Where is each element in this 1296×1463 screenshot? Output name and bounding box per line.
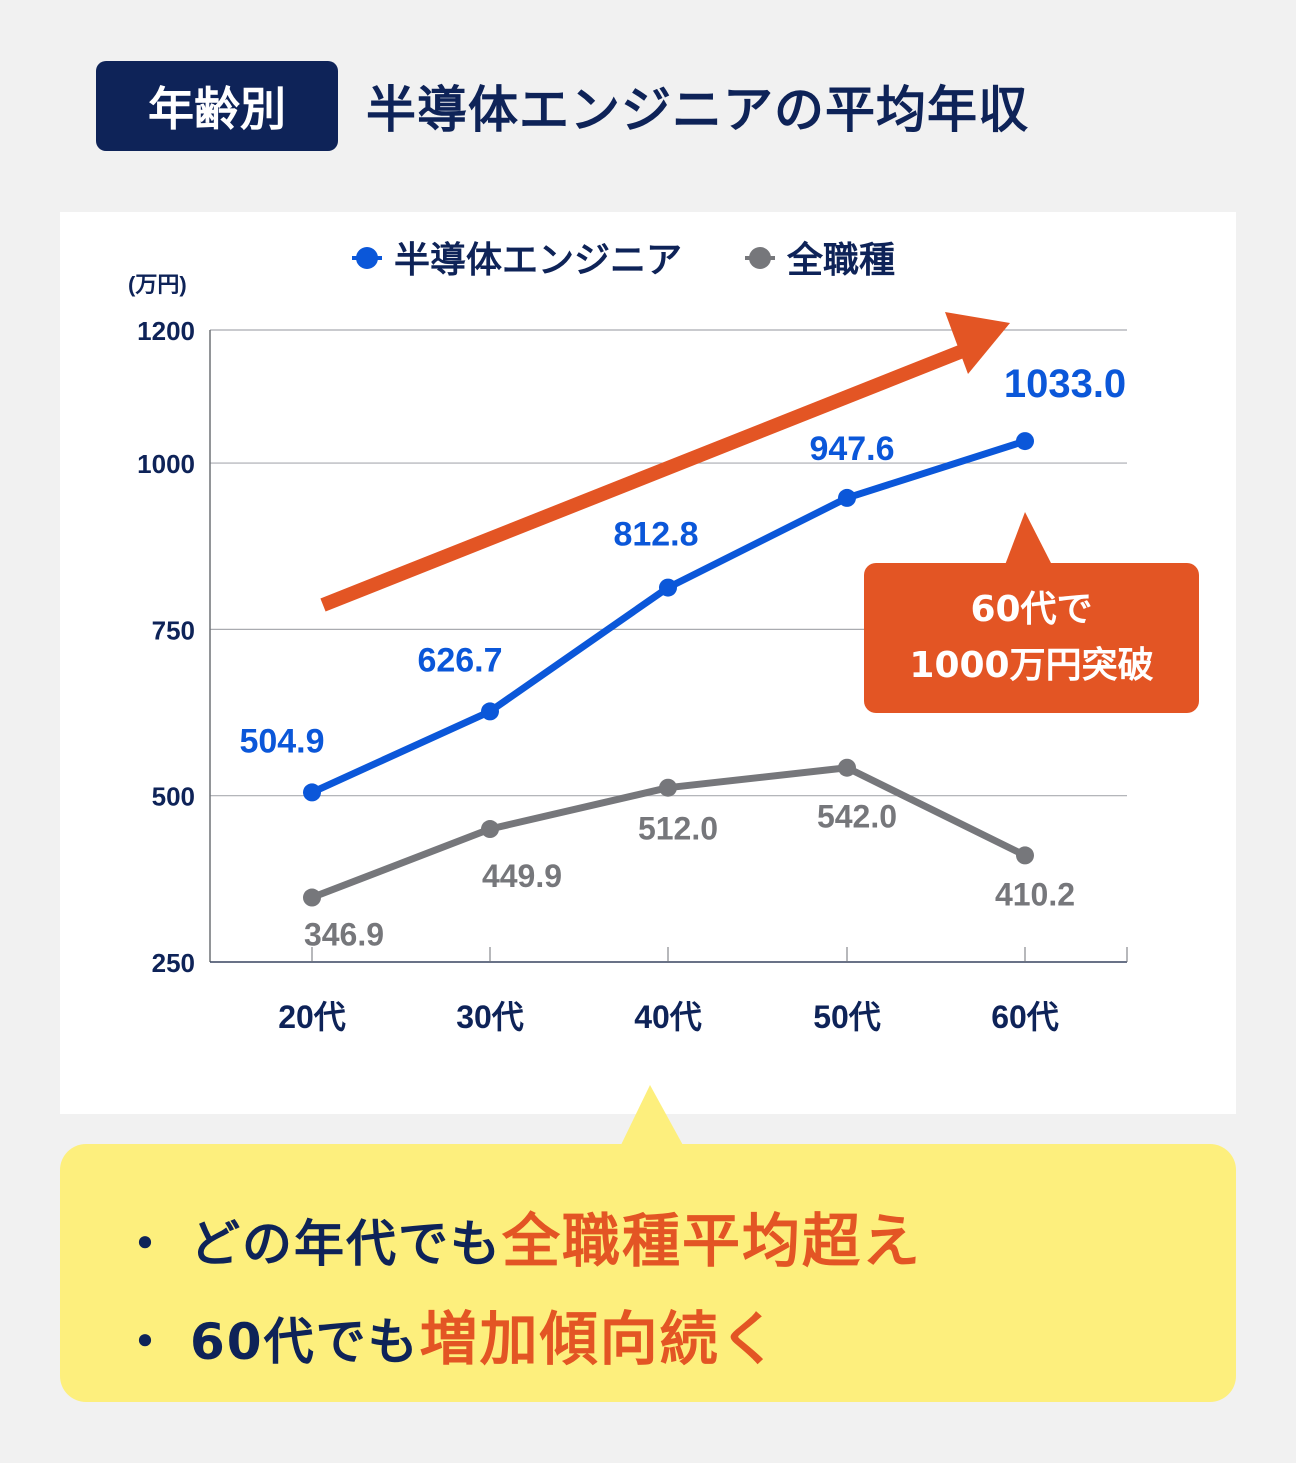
- callout-line-1: 60代で: [970, 589, 1093, 630]
- data-label: 410.2: [995, 876, 1075, 912]
- summary-pointer: [620, 1085, 684, 1147]
- data-point: [659, 778, 677, 797]
- page-title: 半導体エンジニアの平均年収: [366, 81, 1029, 139]
- series-lines: 504.9 626.7 812.8 947.6 1033.0 346.9 449.9 512.…: [239, 362, 1126, 952]
- data-point: [481, 820, 499, 839]
- data-label: 504.9: [239, 722, 324, 760]
- trend-arrow-icon: [320, 312, 1010, 612]
- callout-pointer: [1005, 512, 1052, 565]
- legend-marker-icon: [356, 247, 378, 269]
- data-label: 812.8: [613, 516, 698, 554]
- x-tick-label: 60代: [991, 999, 1059, 1035]
- data-label: 542.0: [817, 799, 897, 835]
- summary-line-1-highlight: 全職種平均超え: [502, 1207, 923, 1275]
- bullet: ・: [120, 1215, 172, 1273]
- callout-1000man: 60代で 1000万円突破: [864, 563, 1199, 713]
- data-label: 512.0: [638, 811, 718, 847]
- data-label: 449.9: [482, 858, 562, 894]
- callout-line-2: 1000万円突破: [909, 645, 1154, 686]
- bullet: ・: [120, 1313, 172, 1371]
- data-point: [659, 578, 677, 597]
- y-tick-label: 500: [152, 782, 195, 812]
- data-label: 947.6: [809, 430, 894, 468]
- y-tick-label: 1000: [137, 449, 195, 479]
- x-tick-label: 30代: [456, 999, 524, 1035]
- summary-line-2: ・ 60代でも増加傾向続く: [120, 1292, 780, 1376]
- data-point: [838, 758, 856, 777]
- summary-line-2-prefix: 60代でも: [190, 1313, 420, 1371]
- summary-box: ・どの年代でも全職種平均超え ・ 60代でも増加傾向続く: [60, 1144, 1236, 1402]
- y-tick-label: 750: [152, 615, 195, 645]
- data-point: [1016, 432, 1034, 451]
- x-tick-label: 40代: [634, 999, 702, 1035]
- summary-line-1: ・どの年代でも全職種平均超え: [120, 1194, 922, 1278]
- data-label: 1033.0: [1004, 362, 1126, 406]
- data-point: [303, 783, 321, 802]
- age-badge: 年齢別: [96, 61, 338, 151]
- x-tick-label: 20代: [278, 999, 346, 1035]
- summary-line-1-prefix: どの年代でも: [190, 1215, 502, 1273]
- data-point: [481, 702, 499, 721]
- data-point: [1016, 846, 1034, 865]
- data-point: [838, 488, 856, 507]
- legend-marker-icon: [749, 247, 771, 269]
- y-tick-label: 250: [152, 948, 195, 978]
- y-axis-unit: (万円): [128, 272, 187, 297]
- legend-label: 半導体エンジニア: [394, 239, 682, 280]
- summary-line-2-highlight: 増加傾向続く: [419, 1305, 780, 1373]
- data-point: [303, 888, 321, 907]
- axis-labels: 1200 1000 750 500 250 (万円) 20代 30代 40代 50代 60代: [128, 272, 1059, 1035]
- data-label: 626.7: [417, 641, 502, 679]
- x-tick-label: 50代: [813, 999, 881, 1035]
- y-tick-label: 1200: [137, 316, 195, 346]
- legend: 半導体エンジニア 全職種: [352, 239, 895, 280]
- legend-label: 全職種: [786, 239, 895, 280]
- data-label: 346.9: [304, 917, 384, 953]
